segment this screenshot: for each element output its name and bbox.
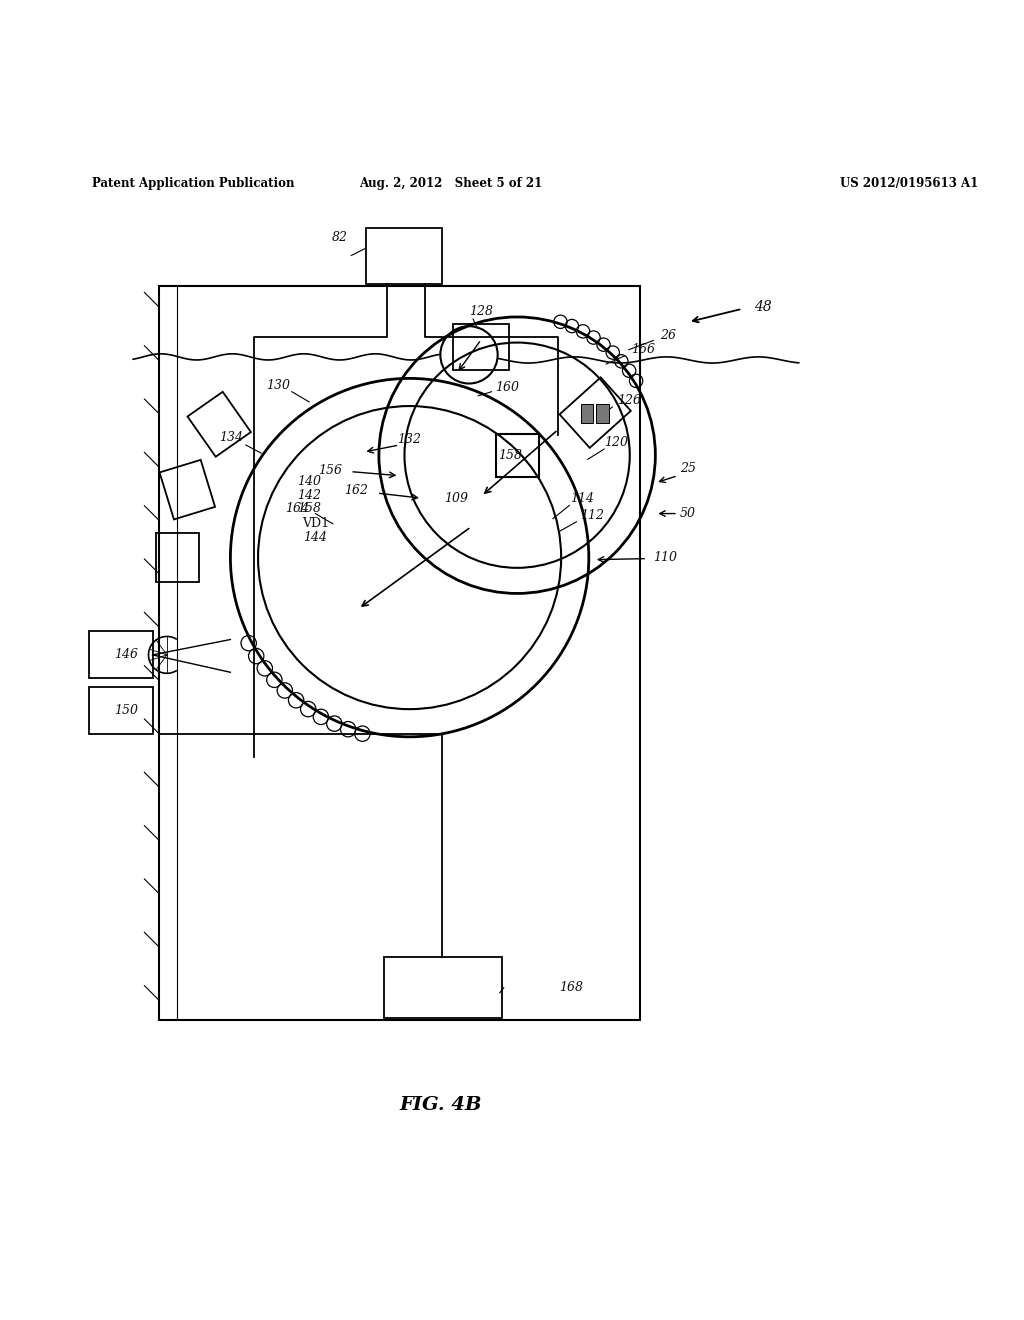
Text: 112: 112 bbox=[580, 510, 604, 523]
Text: 50: 50 bbox=[680, 507, 696, 520]
Bar bbox=[187, 392, 251, 457]
Bar bbox=[160, 459, 215, 520]
Text: Aug. 2, 2012   Sheet 5 of 21: Aug. 2, 2012 Sheet 5 of 21 bbox=[359, 177, 542, 190]
Text: 146: 146 bbox=[114, 648, 138, 661]
Text: 82: 82 bbox=[332, 231, 348, 244]
Text: 25: 25 bbox=[680, 462, 696, 475]
Text: Patent Application Publication: Patent Application Publication bbox=[92, 177, 295, 190]
Text: 126: 126 bbox=[616, 395, 641, 408]
Text: 158: 158 bbox=[498, 449, 522, 462]
Text: 114: 114 bbox=[569, 492, 594, 504]
Text: 142: 142 bbox=[297, 488, 322, 502]
Bar bbox=[496, 434, 539, 477]
Text: 166: 166 bbox=[631, 343, 655, 356]
Text: 130: 130 bbox=[266, 379, 291, 392]
Text: 162: 162 bbox=[344, 483, 369, 496]
Text: FIG. 4B: FIG. 4B bbox=[399, 1097, 481, 1114]
Text: US 2012/0195613 A1: US 2012/0195613 A1 bbox=[840, 177, 978, 190]
Text: 26: 26 bbox=[659, 329, 676, 342]
Text: VD1: VD1 bbox=[302, 517, 329, 531]
Bar bbox=[366, 228, 442, 284]
Text: 132: 132 bbox=[397, 433, 422, 446]
Text: 150: 150 bbox=[114, 704, 138, 717]
Text: 160: 160 bbox=[495, 381, 519, 395]
Text: 109: 109 bbox=[443, 492, 468, 504]
Text: 140: 140 bbox=[297, 475, 322, 488]
Bar bbox=[156, 533, 199, 582]
Bar bbox=[384, 957, 502, 1019]
Text: 158: 158 bbox=[297, 502, 322, 515]
Text: 144: 144 bbox=[303, 531, 328, 544]
Text: 156: 156 bbox=[317, 465, 342, 477]
Bar bbox=[89, 686, 153, 734]
Bar bbox=[581, 404, 593, 422]
Text: 120: 120 bbox=[604, 437, 629, 449]
Bar bbox=[596, 404, 608, 422]
Bar bbox=[559, 378, 631, 447]
Text: 110: 110 bbox=[653, 552, 678, 564]
Bar bbox=[453, 325, 509, 370]
Text: 48: 48 bbox=[754, 300, 772, 314]
Text: 168: 168 bbox=[559, 981, 584, 994]
Text: 134: 134 bbox=[219, 432, 244, 445]
Text: 164: 164 bbox=[285, 502, 309, 515]
Text: 128: 128 bbox=[469, 305, 494, 318]
Bar bbox=[89, 631, 153, 678]
